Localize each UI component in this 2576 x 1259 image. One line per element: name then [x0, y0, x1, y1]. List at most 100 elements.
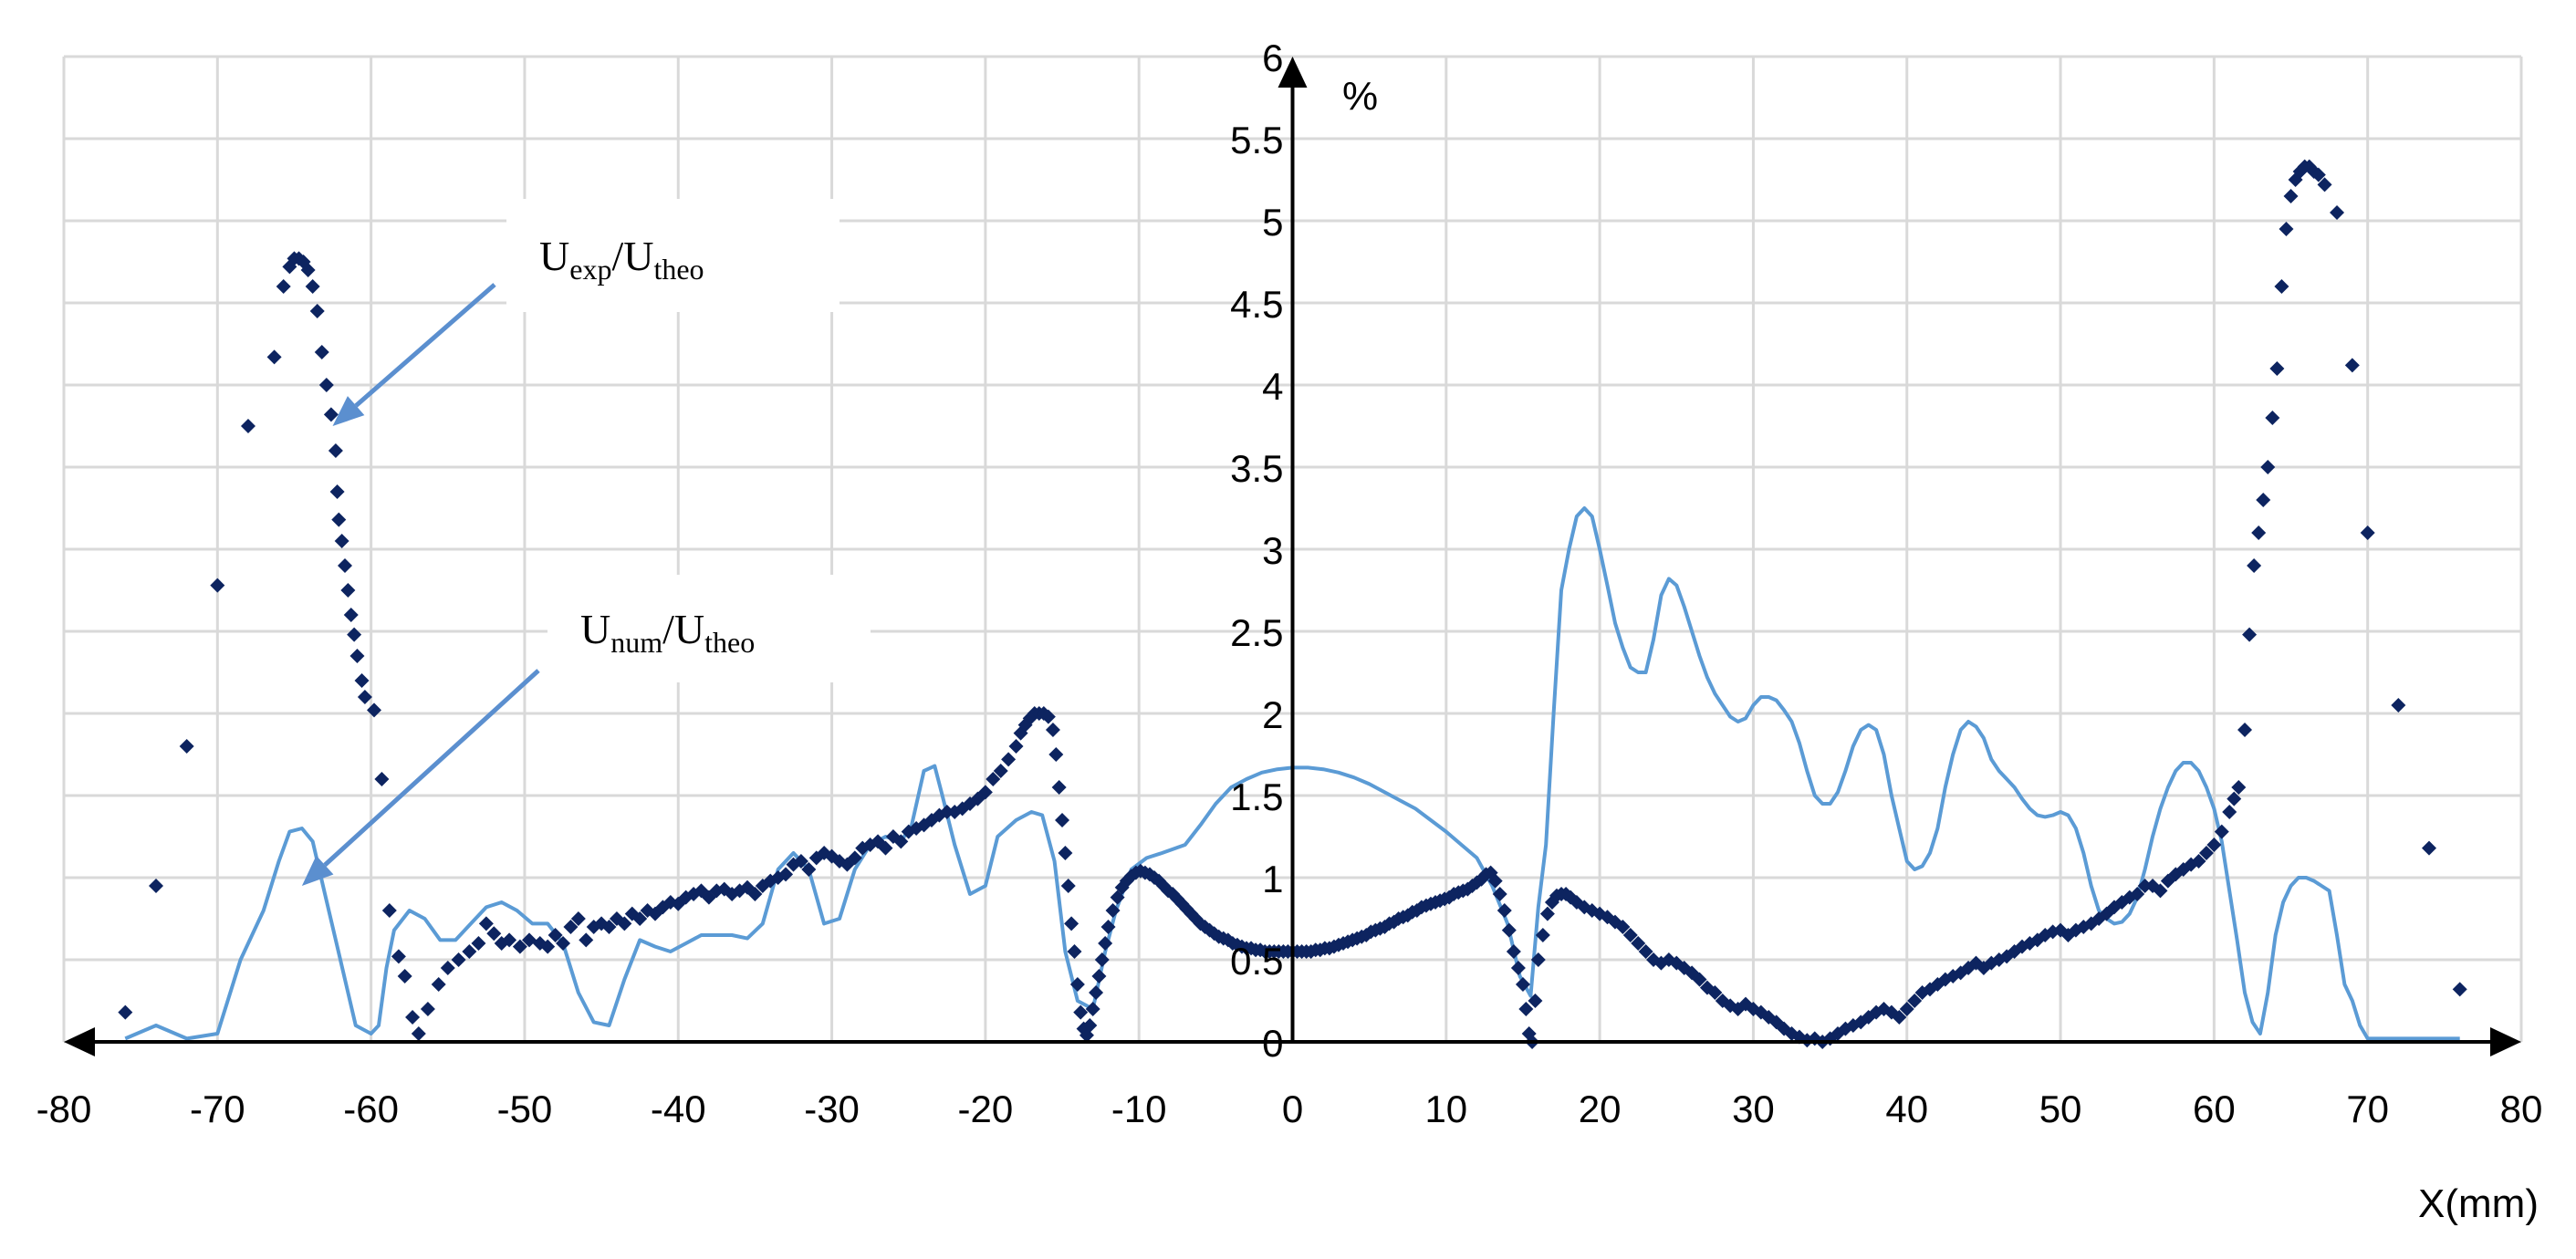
data-point-exp [986, 772, 1001, 786]
y-tick-label: 3.5 [1230, 447, 1283, 490]
data-point-exp [357, 690, 372, 704]
x-tick-label: -60 [343, 1087, 399, 1130]
callout-num-arrow-head [301, 855, 334, 886]
data-point-exp [340, 583, 356, 598]
data-point-exp [2452, 982, 2467, 997]
x-tick-label: 80 [2500, 1087, 2543, 1130]
y-tick-label: 5 [1262, 201, 1283, 244]
data-point-exp [2251, 525, 2267, 540]
data-point-exp [266, 349, 282, 365]
data-point-exp [2344, 358, 2360, 373]
data-point-exp [1530, 952, 1546, 967]
data-point-exp [478, 916, 494, 931]
data-point-exp [1707, 985, 1723, 1000]
callout-exp-arrow-shaft [354, 283, 496, 408]
x-tick-label: -50 [497, 1087, 553, 1130]
data-point-exp [300, 263, 316, 277]
callout-exp-arrow-head [332, 396, 365, 426]
x-tick-label: -30 [804, 1087, 860, 1130]
data-point-exp [338, 558, 353, 573]
data-point-exp [323, 407, 339, 422]
y-tick-label: 5.5 [1230, 119, 1283, 161]
x-tick-label: 70 [2346, 1087, 2389, 1130]
callout-num-box [548, 575, 871, 682]
data-point-exp [1631, 936, 1646, 951]
data-point-exp [1615, 920, 1631, 934]
data-point-exp [179, 739, 194, 754]
data-point-exp [1060, 879, 1076, 893]
data-point-exp [2422, 840, 2437, 856]
data-point-exp [1638, 944, 1653, 959]
data-point-exp [893, 834, 909, 849]
data-point-exp [347, 627, 362, 642]
data-point-exp [2198, 846, 2214, 860]
x-tick-label: -20 [958, 1087, 1014, 1130]
data-point-exp [2330, 205, 2345, 220]
data-point-exp [366, 702, 381, 718]
data-point-exp [1492, 887, 1507, 901]
data-point-exp [331, 512, 347, 527]
data-point-exp [2279, 222, 2294, 236]
x-tick-label: -80 [37, 1087, 92, 1130]
data-point-exp [2260, 460, 2276, 474]
data-point-exp [374, 772, 390, 786]
callout-exp-box [506, 199, 840, 312]
data-point-exp [1907, 994, 1923, 1008]
data-point-exp [847, 850, 862, 866]
x-tick-label: -10 [1111, 1087, 1167, 1130]
y-axis-arrow-top [1278, 57, 1308, 88]
axes [64, 57, 2521, 1056]
data-point-exp [2360, 525, 2375, 540]
data-point-exp [2214, 824, 2229, 839]
data-point-exp [512, 939, 527, 954]
data-point-exp [1501, 922, 1517, 938]
data-point-exp [548, 928, 563, 942]
data-point-exp [314, 345, 329, 359]
data-point-exp [2391, 698, 2406, 713]
y-tick-label: 3 [1262, 529, 1283, 572]
data-point-exp [381, 903, 397, 918]
y-axis-label: % [1342, 74, 1378, 119]
callouts: Uexp/Utheo Unum/Utheo [301, 199, 871, 886]
data-point-exp [486, 926, 502, 942]
data-point-exp [471, 936, 486, 951]
data-point-exp [1048, 747, 1064, 762]
data-point-exp [747, 887, 763, 901]
data-point-exp [1008, 739, 1024, 754]
data-point-exp [2191, 854, 2206, 869]
data-point-exp [391, 949, 406, 964]
data-point-exp [878, 840, 893, 856]
data-point-exp [210, 577, 225, 593]
data-point-exp [1539, 906, 1555, 921]
data-point-exp [1001, 752, 1017, 767]
y-tick-label: 1.5 [1230, 775, 1283, 818]
x-tick-label: 50 [2039, 1087, 2082, 1130]
tick-labels: -80 -70 -60 -50 -40 -30 -20 -10 0 10 20 30 40 50 60 70 8… [37, 36, 2543, 1130]
data-point-exp [1055, 813, 1070, 827]
data-point-exp [1100, 920, 1116, 934]
data-point-exp [405, 1010, 421, 1025]
data-point-exp [2242, 627, 2258, 642]
data-point-exp [2317, 177, 2332, 192]
data-point-exp [601, 920, 617, 934]
data-point-exp [349, 649, 365, 663]
callout-num-label: Unum/Utheo [580, 606, 755, 659]
y-tick-label: 6 [1262, 36, 1283, 79]
data-point-exp [521, 932, 537, 948]
x-tick-label: -40 [651, 1087, 706, 1130]
data-point-exp [1069, 977, 1085, 992]
data-point-exp [1518, 1002, 1534, 1016]
callout-exp-label: Uexp/Utheo [539, 233, 704, 286]
data-point-exp [1051, 780, 1067, 795]
data-point-exp [1091, 969, 1107, 983]
data-point-exp [1515, 977, 1530, 992]
series-exp-points [118, 159, 2467, 1049]
data-point-exp [276, 279, 291, 294]
data-point-exp [793, 854, 808, 869]
data-point-exp [540, 939, 556, 954]
data-point-exp [2247, 558, 2262, 573]
axis-labels: X(mm) % [1342, 74, 2539, 1226]
data-point-exp [440, 961, 455, 975]
data-point-exp [1506, 944, 1521, 959]
callout-num: Unum/Utheo [301, 575, 871, 886]
